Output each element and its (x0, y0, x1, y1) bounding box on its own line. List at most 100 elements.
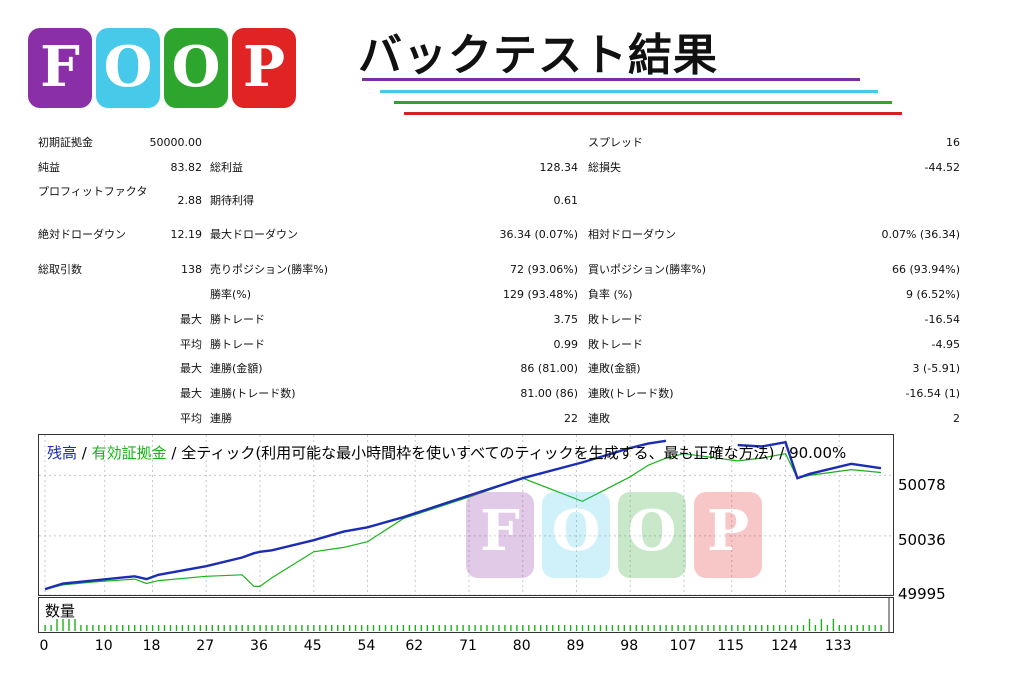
x-tick-label: 10 (94, 638, 113, 654)
volume-bar (671, 625, 673, 631)
balance-chart: 残高 / 有効証拠金 / 全ティック(利用可能な最小時間枠を使いすべてのティック… (38, 434, 894, 596)
max-drawdown-value: 36.34 (0.07%) (499, 228, 578, 241)
volume-bar (414, 625, 416, 631)
net-profit-value: 83.82 (170, 161, 203, 174)
volume-bar (157, 625, 160, 631)
volume-bar (247, 625, 249, 631)
volume-bar (516, 625, 518, 631)
row-win-label: 勝トレード (210, 313, 265, 326)
page-title: バックテスト結果 (358, 30, 718, 81)
row-win-value: 3.75 (553, 313, 579, 326)
volume-bar (62, 619, 64, 631)
row-loss-label: 敗トレード (588, 313, 643, 326)
volume-bar (145, 625, 148, 631)
watermark-tile-o1: O (542, 492, 610, 578)
logo-letter: P (706, 498, 750, 564)
volume-bar (581, 625, 584, 631)
volume-bar (366, 625, 369, 631)
volume-bar (731, 625, 733, 631)
volume-bar (468, 625, 470, 631)
long-positions-label: 買いポジション(勝率%) (588, 263, 707, 276)
x-tick-label: 54 (357, 638, 376, 654)
absolute-drawdown-label: 絶対ドローダウン (38, 228, 126, 241)
volume-bar (546, 625, 548, 631)
volume-bar (802, 625, 805, 631)
logo-letter: O (171, 34, 221, 100)
volume-bar (253, 625, 255, 631)
volume-bar (259, 625, 261, 631)
volume-bar (599, 625, 602, 631)
x-tick-label: 115 (717, 638, 745, 654)
x-tick-label: 27 (196, 638, 215, 654)
volume-bar (384, 625, 387, 631)
legend-equity: 有効証拠金 (91, 444, 167, 462)
volume-bar (522, 625, 524, 631)
volume-bar (850, 625, 852, 631)
volume-bar (86, 625, 88, 631)
volume-bar (880, 625, 882, 631)
volume-bar (325, 625, 327, 631)
volume-bar (217, 625, 219, 631)
profit-factor-label: プロフィットファクタ (38, 185, 148, 198)
logo-tile-o2: O (164, 28, 228, 108)
spread-value: 16 (946, 136, 960, 149)
volume-bar (80, 625, 82, 631)
watermark-logo: F O O P (466, 492, 762, 580)
volume-bar (552, 625, 554, 631)
volume-bar (295, 625, 297, 631)
initial-deposit-value: 50000.00 (149, 136, 203, 149)
volume-bar (629, 625, 631, 631)
total-trades-label: 総取引数 (38, 263, 82, 276)
volume-bar (181, 625, 184, 631)
volume-bar (832, 619, 835, 631)
volume-bar (450, 625, 452, 631)
net-profit-label: 純益 (38, 161, 60, 174)
volume-bar (56, 619, 58, 631)
volume-bar (349, 625, 351, 631)
volume-bar (139, 625, 142, 631)
relative-drawdown-label: 相対ドローダウン (588, 228, 676, 241)
volume-bar (360, 625, 363, 631)
watermark-tile-f: F (466, 492, 534, 578)
volume-bar (44, 625, 46, 631)
x-tick-label: 133 (824, 638, 852, 654)
volume-bar (337, 625, 339, 631)
volume-bar (151, 625, 154, 631)
volume-bar (122, 625, 124, 631)
volume-bar (68, 619, 70, 631)
volume-bar (563, 625, 566, 631)
logo-letter: O (551, 498, 601, 564)
row-loss-value: -4.95 (931, 338, 960, 351)
volume-bar (695, 625, 697, 631)
volume-bar (396, 625, 399, 631)
volume-chart-plot (44, 598, 890, 632)
x-tick-label: 0 (39, 638, 49, 654)
volume-bar (575, 625, 578, 631)
volume-bar (856, 625, 858, 631)
row-prefix: 平均 (180, 338, 202, 351)
x-tick-label: 45 (303, 638, 322, 654)
volume-bar (104, 625, 106, 631)
volume-bar (510, 625, 512, 631)
volume-bar (128, 625, 130, 631)
x-tick-label: 107 (669, 638, 697, 654)
volume-bar (223, 625, 225, 631)
volume-bar (390, 625, 393, 631)
gross-loss-value: -44.52 (924, 161, 960, 174)
x-tick-label: 18 (142, 638, 161, 654)
volume-bar (110, 625, 112, 631)
volume-bar (331, 625, 333, 631)
volume-bar (874, 625, 876, 631)
volume-bar (725, 625, 727, 631)
volume-bar (462, 625, 464, 631)
volume-bar (426, 625, 428, 631)
volume-bar (50, 625, 52, 631)
volume-bar (790, 625, 793, 631)
volume-chart: 数量 (38, 597, 894, 633)
gross-loss-label: 総損失 (588, 161, 621, 174)
row-loss-value: 2 (953, 412, 960, 425)
volume-bar (772, 625, 775, 631)
y-tick-label: 50036 (898, 531, 946, 549)
volume-bar (743, 625, 745, 631)
volume-bar (492, 625, 494, 631)
